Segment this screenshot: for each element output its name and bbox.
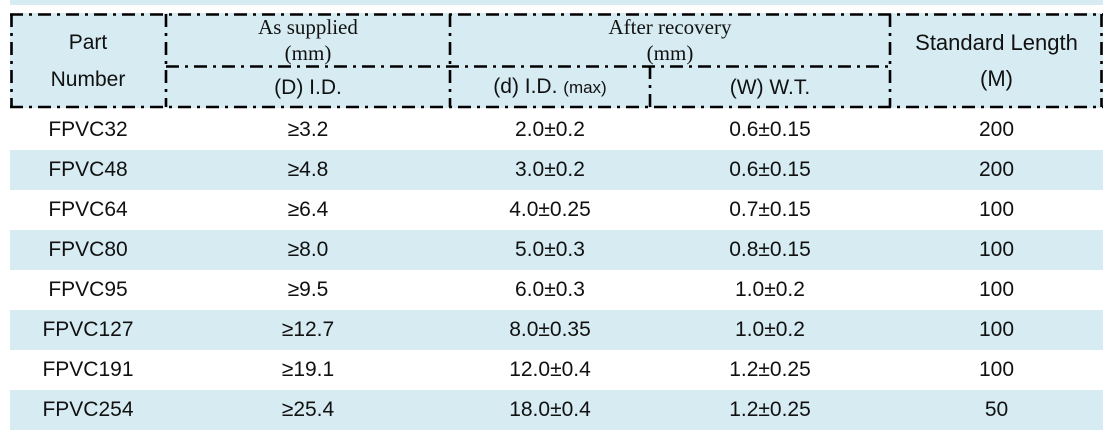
header-after-recovery-line2: (mm) <box>646 41 694 65</box>
header-part-number: Part Number <box>10 13 166 108</box>
cell-standard-length: 100 <box>978 278 1015 301</box>
table-body: FPVC32 ≥3.2 2.0±0.2 0.6±0.15 200 FPVC48 … <box>10 110 1103 430</box>
header-recovered-wt-label: (W) W.T. <box>729 75 811 99</box>
cell-supplied-id: ≥19.1 <box>281 358 335 381</box>
cell-standard-length: 100 <box>978 198 1015 221</box>
cell-supplied-id: ≥3.2 <box>287 118 329 141</box>
table-row: FPVC254 ≥25.4 18.0±0.4 1.2±0.25 50 <box>10 390 1103 430</box>
cell-part-number: FPVC64 <box>48 198 128 221</box>
cell-standard-length: 50 <box>984 398 1009 421</box>
header-as-supplied-line1: As supplied <box>258 15 358 39</box>
cell-recovered-wt: 1.2±0.25 <box>729 358 811 381</box>
cell-recovered-id: 2.0±0.2 <box>515 118 585 141</box>
cell-part-number: FPVC95 <box>48 278 128 301</box>
header-supplied-id: (D) I.D. <box>166 67 450 108</box>
cell-part-number: FPVC127 <box>42 318 134 341</box>
cell-recovered-wt: 0.7±0.15 <box>729 198 811 221</box>
header-recovered-id-label: (d) I.D. (max) <box>493 74 606 101</box>
header-part-line1: Part <box>68 30 108 54</box>
table-row: FPVC32 ≥3.2 2.0±0.2 0.6±0.15 200 <box>10 110 1103 150</box>
cell-supplied-id: ≥25.4 <box>281 398 335 421</box>
header-recovered-id-main: (d) I.D. <box>493 75 558 98</box>
cell-supplied-id: ≥8.0 <box>287 238 329 261</box>
cell-recovered-wt: 0.8±0.15 <box>729 238 811 261</box>
cell-standard-length: 100 <box>978 238 1015 261</box>
header-part-line2: Number <box>50 67 126 91</box>
cell-standard-length: 100 <box>978 358 1015 381</box>
table-row: FPVC64 ≥6.4 4.0±0.25 0.7±0.15 100 <box>10 190 1103 230</box>
cell-supplied-id: ≥6.4 <box>287 198 329 221</box>
cell-standard-length: 200 <box>978 158 1015 181</box>
cell-recovered-wt: 0.6±0.15 <box>729 158 811 181</box>
header-as-supplied: As supplied (mm) <box>166 13 450 67</box>
header-standard-length: Standard Length (M) <box>890 13 1103 108</box>
header-standard-length-line2: (M) <box>980 65 1013 91</box>
cell-supplied-id: ≥12.7 <box>281 318 335 341</box>
table-row: FPVC191 ≥19.1 12.0±0.4 1.2±0.25 100 <box>10 350 1103 390</box>
cell-recovered-wt: 1.0±0.2 <box>735 318 805 341</box>
table-row: FPVC95 ≥9.5 6.0±0.3 1.0±0.2 100 <box>10 270 1103 310</box>
header-after-recovery-line1: After recovery <box>608 15 732 39</box>
table-top-fill <box>10 0 1103 5</box>
table-row: FPVC127 ≥12.7 8.0±0.35 1.0±0.2 100 <box>10 310 1103 350</box>
header-supplied-id-label: (D) I.D. <box>274 75 342 99</box>
header-recovered-wt: (W) W.T. <box>650 67 890 108</box>
cell-recovered-wt: 1.0±0.2 <box>735 278 805 301</box>
cell-standard-length: 200 <box>978 118 1015 141</box>
cell-recovered-id: 12.0±0.4 <box>509 358 591 381</box>
cell-part-number: FPVC32 <box>48 118 128 141</box>
header-as-supplied-line2: (mm) <box>284 41 332 65</box>
cell-part-number: FPVC254 <box>42 398 134 421</box>
cell-recovered-id: 3.0±0.2 <box>515 158 585 181</box>
cell-recovered-id: 4.0±0.25 <box>509 198 591 221</box>
cell-recovered-id: 18.0±0.4 <box>509 398 591 421</box>
cell-supplied-id: ≥4.8 <box>287 158 329 181</box>
cell-recovered-id: 5.0±0.3 <box>515 238 585 261</box>
cell-part-number: FPVC191 <box>42 358 134 381</box>
header-standard-length-line1: Standard Length <box>915 29 1078 55</box>
cell-recovered-wt: 1.2±0.25 <box>729 398 811 421</box>
cell-standard-length: 100 <box>978 318 1015 341</box>
table-row: FPVC80 ≥8.0 5.0±0.3 0.8±0.15 100 <box>10 230 1103 270</box>
table-header: Part Number As supplied (mm) After recov… <box>10 13 1103 108</box>
cell-supplied-id: ≥9.5 <box>287 278 329 301</box>
cell-recovered-wt: 0.6±0.15 <box>729 118 811 141</box>
table-row: FPVC48 ≥4.8 3.0±0.2 0.6±0.15 200 <box>10 150 1103 190</box>
cell-recovered-id: 6.0±0.3 <box>515 278 585 301</box>
cell-part-number: FPVC48 <box>48 158 128 181</box>
cell-part-number: FPVC80 <box>48 238 128 261</box>
header-recovered-id: (d) I.D. (max) <box>450 67 650 108</box>
cell-recovered-id: 8.0±0.35 <box>509 318 591 341</box>
header-recovered-id-max: (max) <box>563 78 607 97</box>
header-after-recovery: After recovery (mm) <box>450 13 890 67</box>
